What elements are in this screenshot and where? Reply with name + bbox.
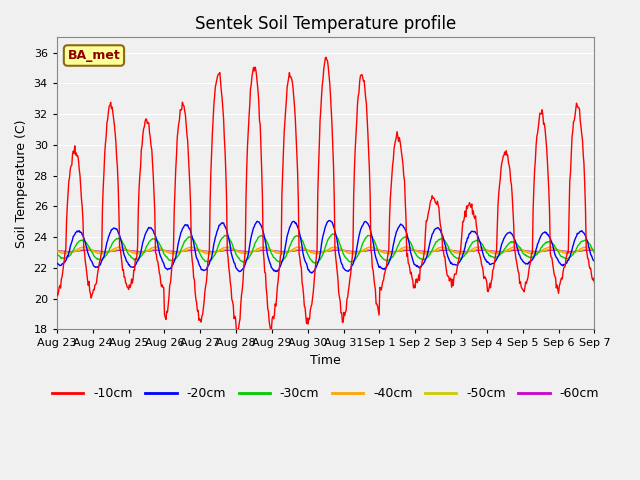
X-axis label: Time: Time xyxy=(310,354,341,367)
Legend: -10cm, -20cm, -30cm, -40cm, -50cm, -60cm: -10cm, -20cm, -30cm, -40cm, -50cm, -60cm xyxy=(47,382,604,405)
Title: Sentek Soil Temperature profile: Sentek Soil Temperature profile xyxy=(195,15,456,33)
Text: BA_met: BA_met xyxy=(68,49,120,62)
Y-axis label: Soil Temperature (C): Soil Temperature (C) xyxy=(15,119,28,248)
